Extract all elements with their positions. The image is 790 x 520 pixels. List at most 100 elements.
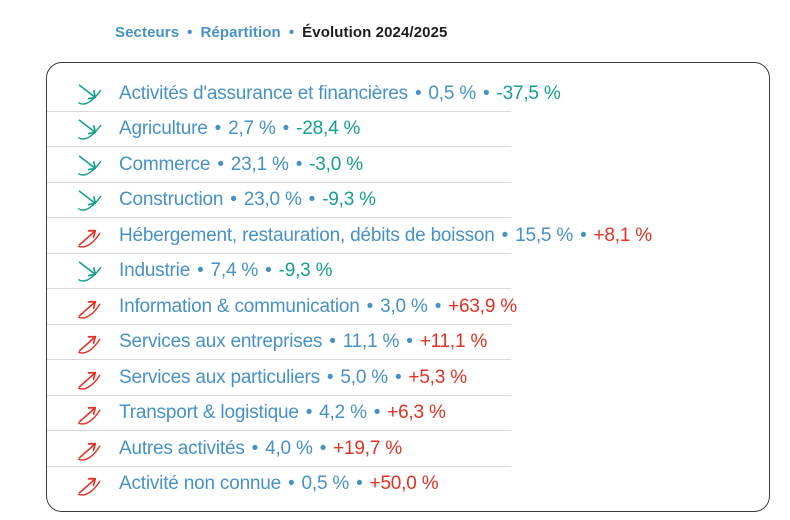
row-text: Autres activités • 4,0 % • +19,7 % bbox=[47, 438, 402, 460]
share-value: 15,5 % bbox=[515, 224, 574, 246]
bullet-separator: • bbox=[214, 118, 222, 140]
row-text: Industrie • 7,4 % • -9,3 % bbox=[47, 260, 332, 282]
sector-name: Agriculture bbox=[119, 118, 208, 140]
trend-down-icon bbox=[77, 188, 103, 212]
evolution-value: +19,7 % bbox=[333, 437, 402, 459]
row-text: Transport & logistique • 4,2 % • +6,3 % bbox=[47, 402, 446, 424]
sector-row: Services aux particuliers • 5,0 % • +5,3 % bbox=[47, 360, 769, 396]
bullet-separator: • bbox=[373, 402, 381, 424]
sector-row: Activité non connue • 0,5 % • +50,0 % bbox=[47, 467, 769, 503]
sector-row: Transport & logistique • 4,2 % • +6,3 % bbox=[47, 396, 769, 432]
trend-up-icon bbox=[77, 295, 103, 319]
evolution-value: +11,1 % bbox=[419, 331, 488, 353]
row-text: Services aux entreprises • 11,1 % • +11,1 % bbox=[47, 331, 487, 353]
evolution-value: +50,0 % bbox=[369, 473, 439, 495]
bullet-separator: • bbox=[326, 366, 334, 388]
trend-up-icon bbox=[77, 330, 103, 354]
bullet-separator: • bbox=[308, 189, 316, 211]
share-value: 2,7 % bbox=[228, 118, 276, 140]
bullet-separator: • bbox=[580, 224, 587, 246]
row-text: Information & communication • 3,0 % • +63,9 … bbox=[47, 296, 517, 318]
share-value: 4,0 % bbox=[265, 437, 313, 459]
evolution-value: +8,1 % bbox=[593, 224, 653, 246]
share-value: 23,0 % bbox=[243, 189, 302, 211]
sector-name: Autres activités bbox=[119, 437, 245, 459]
sector-row: Construction • 23,0 % • -9,3 % bbox=[47, 183, 769, 219]
row-text: Agriculture • 2,7 % • -28,4 % bbox=[47, 118, 360, 140]
bullet-separator: • bbox=[406, 331, 413, 353]
breadcrumb: Secteurs • Répartition • Évolution 2024/… bbox=[115, 24, 447, 41]
evolution-value: +63,9 % bbox=[448, 295, 518, 317]
trend-up-icon bbox=[77, 472, 103, 496]
bullet-separator: • bbox=[483, 82, 490, 104]
sector-row: Hébergement, restauration, débits de boi… bbox=[47, 218, 769, 254]
share-value: 4,2 % bbox=[319, 402, 367, 424]
sector-name: Information & communication bbox=[119, 295, 360, 317]
sector-row: Autres activités • 4,0 % • +19,7 % bbox=[47, 431, 769, 467]
bullet-separator: • bbox=[356, 473, 363, 495]
evolution-value: -37,5 % bbox=[496, 82, 561, 104]
evolution-value: +5,3 % bbox=[408, 366, 467, 388]
evolution-value: -9,3 % bbox=[278, 260, 333, 282]
tab-repartition[interactable]: Répartition bbox=[200, 24, 281, 41]
trend-up-icon bbox=[77, 437, 103, 461]
bullet-separator: • bbox=[230, 189, 237, 211]
trend-up-icon bbox=[77, 366, 103, 390]
trend-down-icon bbox=[77, 259, 103, 283]
bullet-separator: • bbox=[305, 402, 313, 424]
share-value: 7,4 % bbox=[210, 260, 259, 282]
tab-secteurs[interactable]: Secteurs bbox=[115, 24, 180, 41]
sector-row: Activités d'assurance et financières • 0,5… bbox=[47, 76, 769, 112]
bullet-separator: • bbox=[501, 224, 509, 246]
bullet-separator: • bbox=[329, 331, 336, 353]
sector-name: Industrie bbox=[119, 260, 191, 282]
row-text: Activités d'assurance et financières • 0,5… bbox=[47, 83, 561, 105]
sectors-panel: Activités d'assurance et financières • 0,5… bbox=[46, 62, 770, 512]
sector-name: Transport & logistique bbox=[119, 402, 299, 424]
evolution-value: -3,0 % bbox=[309, 153, 363, 175]
bullet-separator: • bbox=[265, 260, 272, 282]
share-value: 0,5 % bbox=[301, 473, 350, 495]
share-value: 11,1 % bbox=[342, 331, 400, 353]
bullet-separator: • bbox=[288, 24, 295, 41]
bullet-separator: • bbox=[282, 118, 290, 140]
sector-name: Activités d'assurance et financières bbox=[119, 82, 408, 104]
bullet-separator: • bbox=[295, 153, 303, 175]
row-text: Activité non connue • 0,5 % • +50,0 % bbox=[47, 473, 439, 495]
trend-up-icon bbox=[77, 224, 103, 248]
bullet-separator: • bbox=[251, 437, 259, 459]
sector-name: Commerce bbox=[119, 153, 211, 175]
trend-down-icon bbox=[77, 117, 103, 141]
row-text: Construction • 23,0 % • -9,3 % bbox=[47, 189, 376, 211]
bullet-separator: • bbox=[288, 473, 295, 495]
bullet-separator: • bbox=[434, 295, 442, 317]
share-value: 0,5 % bbox=[428, 82, 477, 104]
bullet-separator: • bbox=[197, 260, 204, 282]
bullet-separator: • bbox=[394, 366, 402, 388]
sector-row: Commerce • 23,1 % • -3,0 % bbox=[47, 147, 769, 183]
bullet-separator: • bbox=[366, 295, 374, 317]
evolution-value: +6,3 % bbox=[387, 402, 446, 424]
sector-name: Services aux entreprises bbox=[119, 331, 323, 353]
sector-name: Hébergement, restauration, débits de boi… bbox=[119, 224, 495, 246]
row-text: Hébergement, restauration, débits de boi… bbox=[47, 225, 652, 247]
evolution-value: -28,4 % bbox=[296, 118, 361, 140]
share-value: 23,1 % bbox=[230, 153, 289, 175]
trend-up-icon bbox=[77, 401, 103, 425]
share-value: 3,0 % bbox=[380, 295, 428, 317]
bullet-separator: • bbox=[217, 153, 224, 175]
bullet-separator: • bbox=[187, 24, 193, 41]
tab-evolution-2024-2025[interactable]: Évolution 2024/2025 bbox=[302, 24, 448, 41]
bullet-separator: • bbox=[319, 437, 327, 459]
sector-row: Services aux entreprises • 11,1 % • +11,1 % bbox=[47, 325, 769, 361]
sector-name: Activité non connue bbox=[119, 473, 282, 495]
sector-list: Activités d'assurance et financières • 0,5… bbox=[47, 76, 769, 502]
sector-row: Information & communication • 3,0 % • +63,9 … bbox=[47, 289, 769, 325]
sector-name: Construction bbox=[119, 189, 224, 211]
sector-name: Services aux particuliers bbox=[119, 366, 320, 388]
row-text: Commerce • 23,1 % • -3,0 % bbox=[47, 154, 363, 176]
bullet-separator: • bbox=[414, 82, 422, 104]
row-text: Services aux particuliers • 5,0 % • +5,3 % bbox=[47, 367, 467, 389]
trend-down-icon bbox=[77, 82, 103, 106]
evolution-value: -9,3 % bbox=[322, 189, 376, 211]
